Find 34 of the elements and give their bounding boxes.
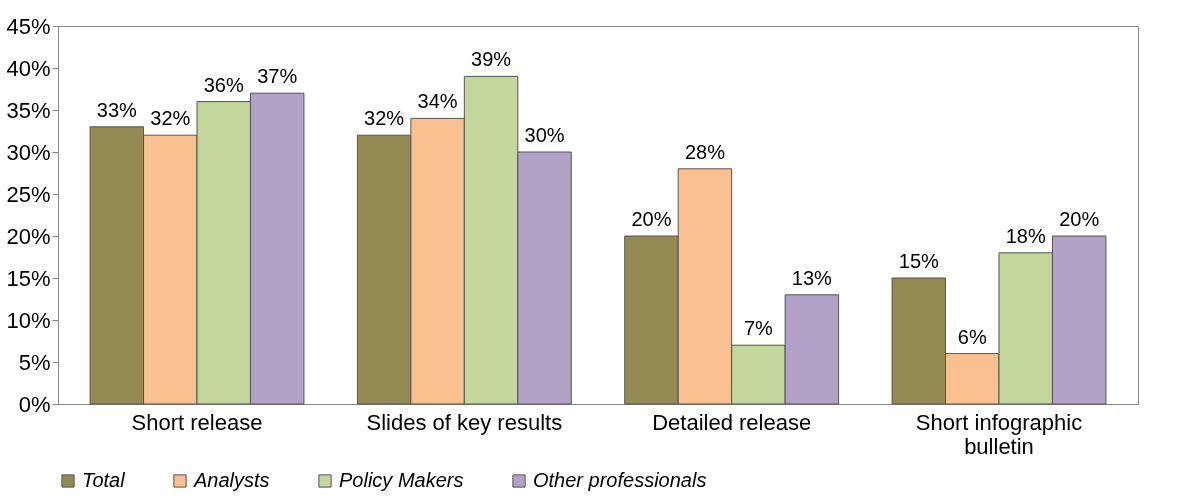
data-label: 34% <box>417 90 458 113</box>
data-label: 13% <box>791 266 833 289</box>
data-label: 39% <box>471 48 512 71</box>
legend-label: Analysts <box>193 469 270 491</box>
y-tick-label: 40% <box>6 55 51 81</box>
data-label: 28% <box>684 140 726 163</box>
y-tick-label: 30% <box>6 139 51 165</box>
data-label: 30% <box>524 124 565 146</box>
data-label: 37% <box>257 65 298 88</box>
legend-label: Total <box>82 469 126 491</box>
data-label: 18% <box>1005 224 1046 247</box>
x-tick-label: Detailed release <box>652 409 812 435</box>
y-tick-label: 0% <box>18 391 51 417</box>
data-label: 33% <box>96 98 138 121</box>
data-label: 32% <box>150 107 191 130</box>
y-tick-label: 5% <box>18 349 51 375</box>
legend-label: Other professionals <box>533 469 707 491</box>
x-tick-label: Short infographic bulletin <box>915 409 1083 459</box>
data-label: 36% <box>203 73 244 96</box>
data-label: 32% <box>364 107 405 130</box>
y-tick-label: 35% <box>6 97 51 123</box>
y-tick-label: 20% <box>6 223 51 249</box>
legend-label: Policy Makers <box>339 469 464 491</box>
y-tick-label: 25% <box>6 181 51 207</box>
y-tick-label: 45% <box>6 13 51 39</box>
y-tick-label: 15% <box>6 265 51 291</box>
data-label: 20% <box>631 208 672 230</box>
y-tick-label: 10% <box>6 307 51 333</box>
data-label: 15% <box>898 250 940 272</box>
x-tick-label: Short release <box>131 409 263 435</box>
x-tick-label: Slides of key results <box>366 409 563 435</box>
data-label: 7% <box>743 317 774 340</box>
data-label: 6% <box>957 325 987 348</box>
data-label: 20% <box>1059 208 1100 230</box>
